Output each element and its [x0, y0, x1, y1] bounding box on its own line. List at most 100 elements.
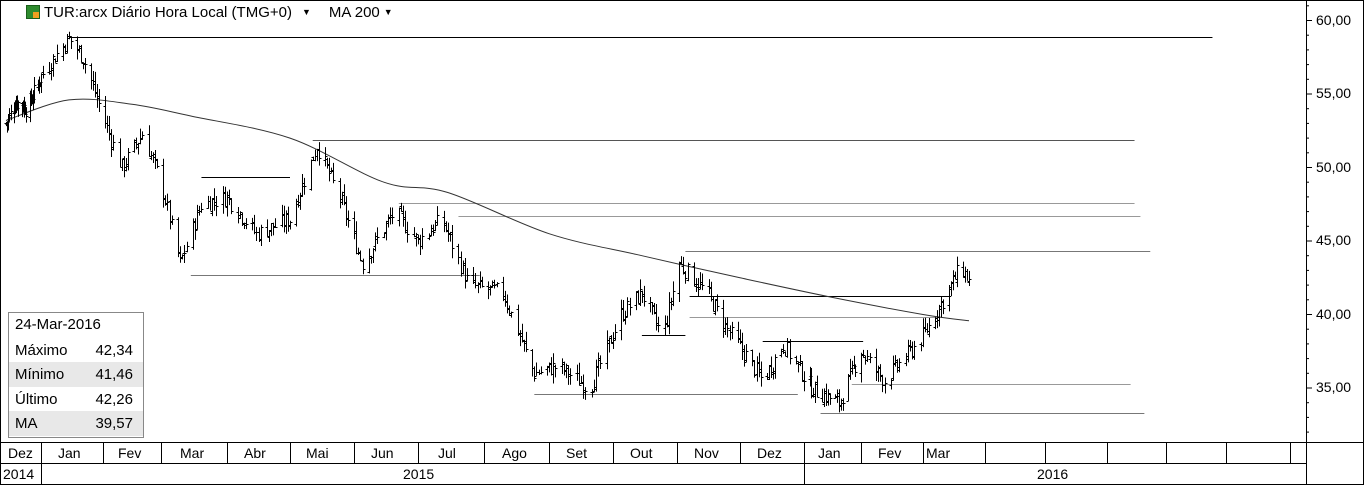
ohlc-bar [692, 262, 697, 287]
ohlc-bar [448, 231, 453, 242]
ohlc-bar [51, 54, 56, 77]
ohlc-bar [105, 115, 110, 133]
ohlc-bar [180, 254, 185, 260]
ohlc-bar [752, 360, 757, 378]
ohlc-bar [254, 226, 259, 241]
ohlc-bar [730, 321, 735, 340]
ohlc-bar [800, 361, 805, 382]
ohlc-bar [182, 244, 187, 263]
ohlc-bar [373, 232, 378, 252]
ohlc-bar [371, 248, 376, 264]
ohlc-bar [963, 266, 968, 283]
ohlc-bar [935, 310, 940, 329]
ohlc-bar [344, 196, 349, 227]
ohlc-bar [414, 232, 419, 247]
x-month-label: Nov [694, 445, 719, 461]
ohlc-bar [891, 355, 896, 381]
ohlc-bar [590, 389, 595, 398]
ohlc-bar [553, 364, 558, 378]
ohlc-bar [707, 279, 712, 294]
ohlc-bar [912, 340, 917, 360]
ohlc-bar [367, 248, 372, 274]
ohlc-bar [147, 125, 152, 157]
ohlc-bar [656, 316, 661, 333]
x-year-label: 2015 [403, 466, 435, 482]
ohlc-bar [566, 365, 571, 385]
symbol-dropdown[interactable]: TUR:arcx Diário Hora Local (TMG+0) ▼ [44, 4, 329, 21]
ohlc-bar [252, 214, 257, 235]
info-row-min: Mínimo 41,46 [9, 362, 143, 387]
ohlc-bar [648, 296, 653, 313]
ohlc-bar [607, 337, 612, 353]
ohlc-bar [667, 292, 672, 335]
ohlc-bar [294, 198, 299, 227]
ohlc-bar [107, 116, 112, 141]
indicator-dropdown[interactable]: MA 200 ▼ [329, 4, 411, 21]
ohlc-bar [605, 330, 610, 370]
y-tick-label: 50,00 [1316, 158, 1352, 175]
ohlc-bar [941, 299, 946, 315]
ohlc-bar [346, 210, 351, 228]
ohlc-bar [598, 355, 603, 369]
ohlc-bar [613, 324, 618, 341]
ohlc-bar [779, 348, 784, 358]
ohlc-bar [755, 356, 760, 382]
ohlc-bar [478, 271, 483, 289]
ohlc-bar [889, 378, 894, 390]
ohlc-bar [583, 387, 588, 400]
ohlc-bar [465, 268, 470, 282]
x-year-label: 2016 [1037, 466, 1069, 482]
ohlc-bar [503, 290, 508, 307]
ohlc-bar [214, 196, 219, 217]
ohlc-bar [594, 359, 599, 392]
x-year-label: 2014 [3, 466, 35, 482]
ohlc-bar [686, 262, 691, 282]
ohlc-bar [628, 297, 633, 316]
y-tick-label: 60,00 [1316, 11, 1352, 28]
ohlc-bar [165, 193, 170, 211]
ohlc-bar [850, 360, 855, 375]
chart-header: TUR:arcx Diário Hora Local (TMG+0) ▼ MA … [26, 3, 411, 21]
ohlc-bar [41, 65, 46, 79]
ohlc-bar [488, 285, 493, 296]
ohlc-bar [927, 318, 932, 338]
ohlc-bar [75, 36, 80, 60]
y-tick-label: 45,00 [1316, 232, 1352, 248]
ohlc-bar [955, 256, 960, 288]
ohlc-bar [300, 174, 305, 197]
x-month-label: Fev [118, 445, 142, 461]
ohlc-bar [549, 357, 554, 376]
y-tick-label: 35,00 [1316, 379, 1352, 395]
ohlc-bar [446, 222, 451, 242]
ohlc-bar [65, 33, 70, 54]
ohlc-bar [904, 353, 909, 367]
ohlc-bar [286, 206, 291, 232]
ohlc-bar [323, 147, 328, 167]
ohlc-bar [124, 158, 129, 172]
ohlc-bar [39, 73, 44, 94]
ohlc-bar [530, 349, 535, 377]
ohlc-bar [9, 104, 14, 121]
ohlc-bar [208, 196, 213, 212]
ohlc-bar [331, 162, 336, 184]
ohlc-bar [151, 152, 156, 164]
x-month-label: Mar [180, 445, 205, 461]
x-month-label: Fev [878, 445, 902, 461]
chevron-down-icon: ▼ [301, 7, 311, 17]
ohlc-bar [921, 318, 926, 348]
ohlc-bar [518, 330, 523, 347]
ohlc-bar [120, 159, 125, 171]
info-row-max: Máximo 42,34 [9, 338, 143, 363]
ma-200-layer [5, 98, 970, 322]
ohlc-bar [325, 157, 330, 169]
ohlc-bar [765, 373, 770, 380]
ohlc-bar [282, 205, 287, 233]
ohlc-bar [638, 279, 643, 306]
ohlc-bar [642, 285, 647, 307]
ohlc-bar [951, 270, 956, 291]
ohlc-bar [61, 43, 66, 62]
ohlc-bar [386, 214, 391, 228]
ohlc-bar [757, 352, 762, 378]
ohlc-bar [709, 281, 714, 302]
